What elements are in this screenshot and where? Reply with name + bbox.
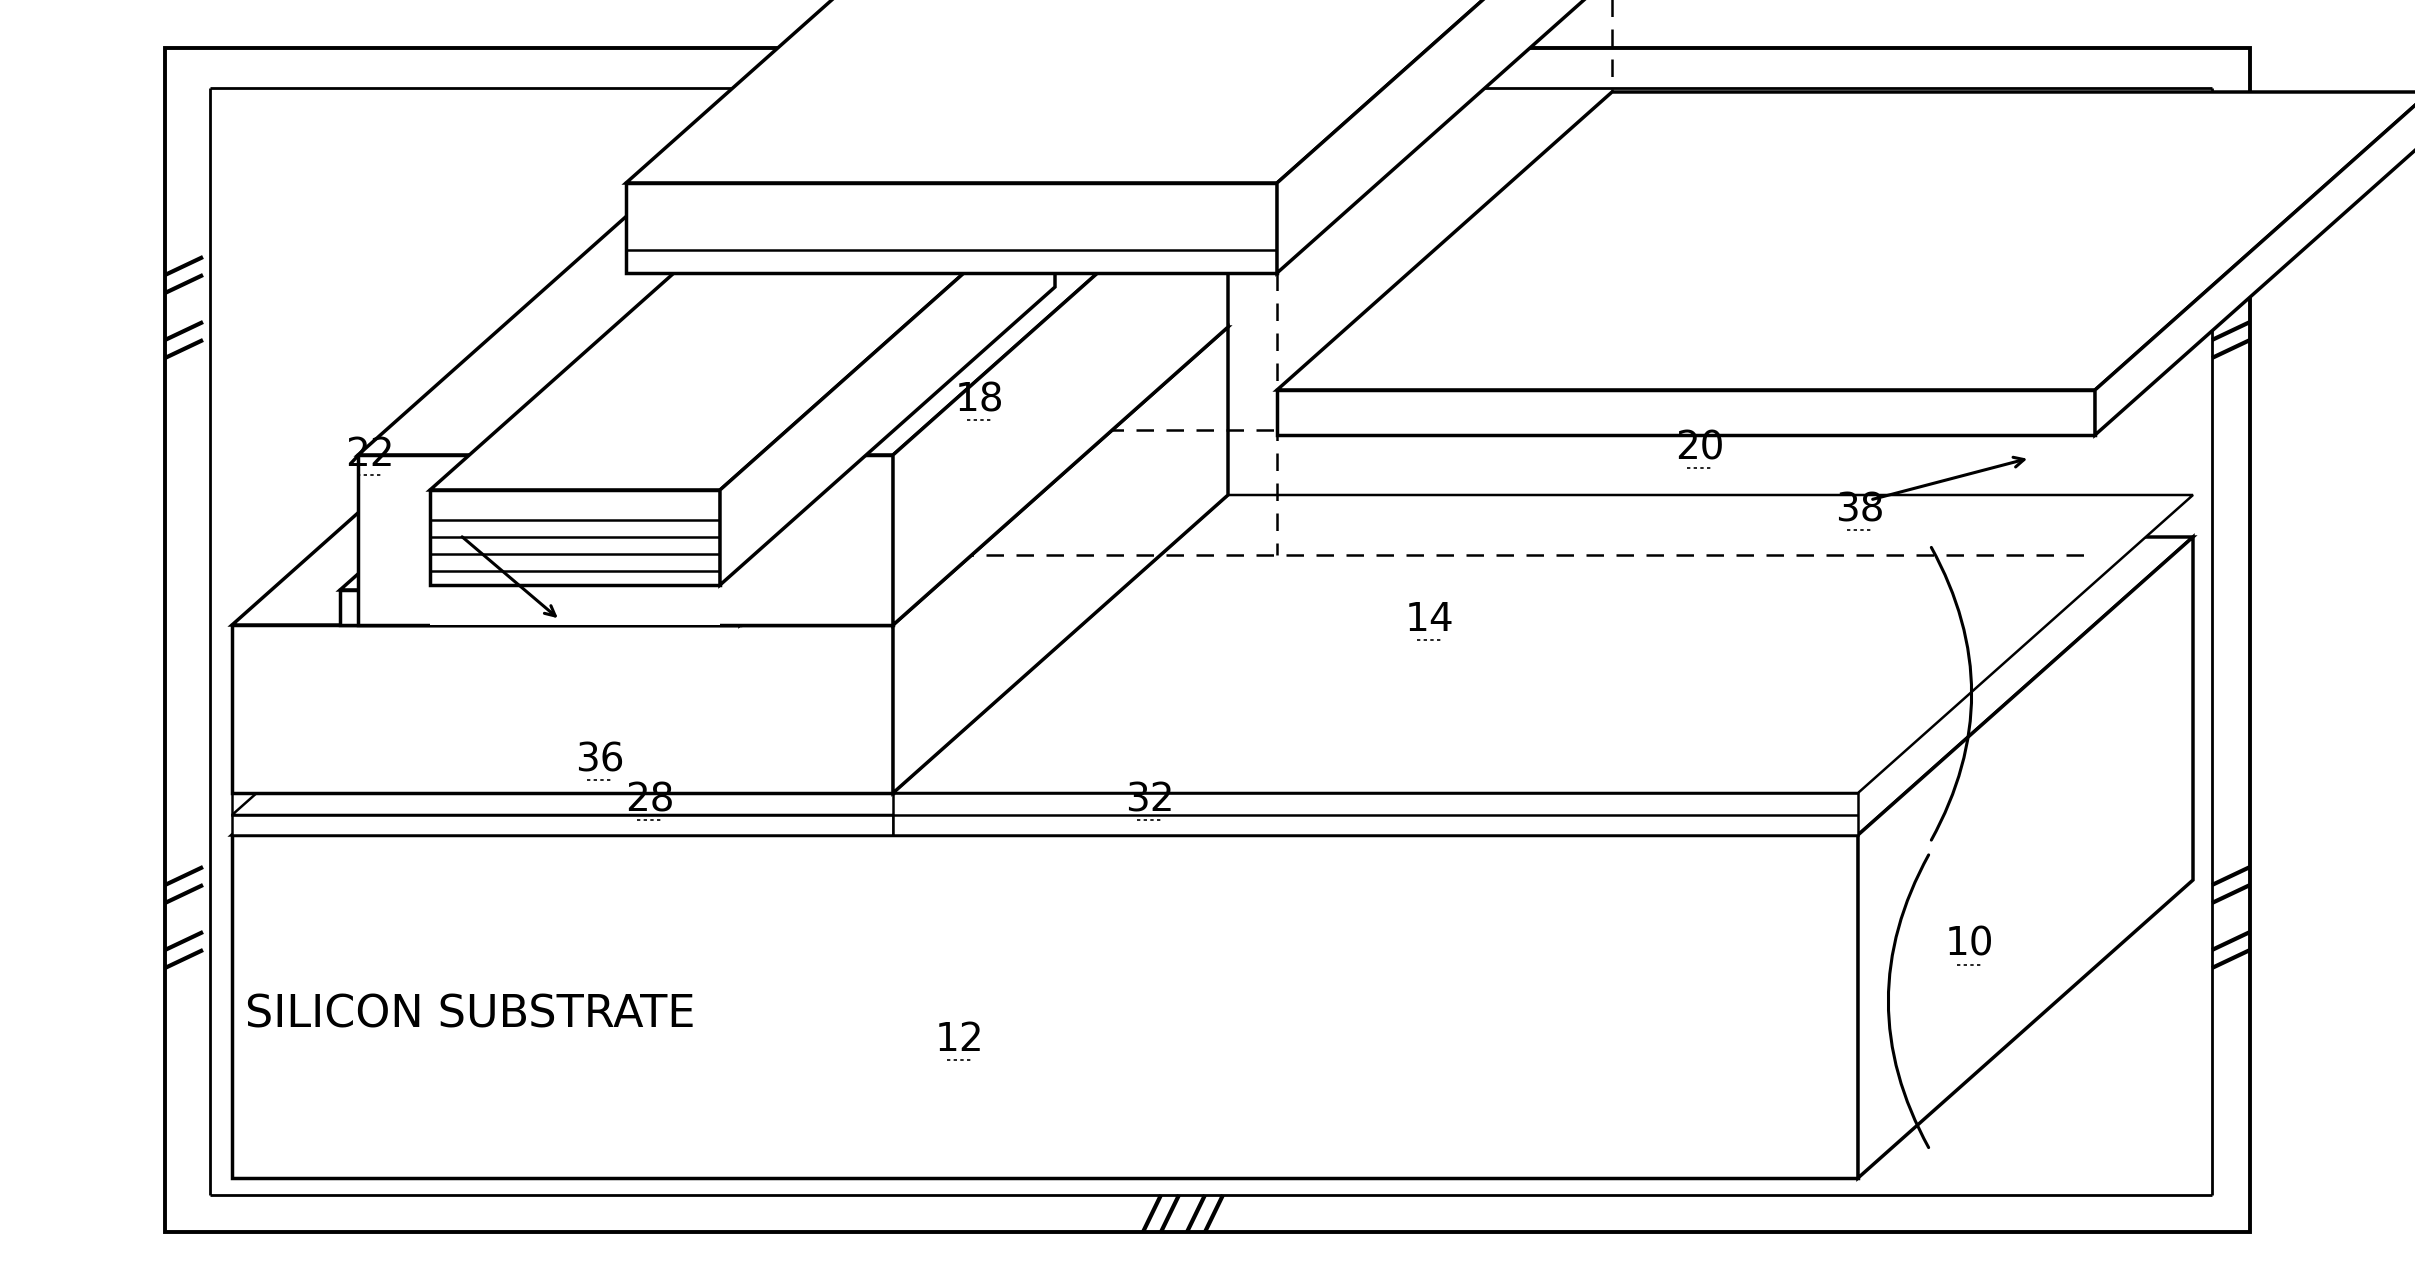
Text: 14: 14 <box>1406 601 1454 639</box>
Polygon shape <box>1278 390 2094 435</box>
Text: SILICON SUBSTRATE: SILICON SUBSTRATE <box>244 993 696 1036</box>
Text: 18: 18 <box>956 381 1005 419</box>
Polygon shape <box>430 489 720 585</box>
Polygon shape <box>430 489 720 625</box>
Polygon shape <box>341 590 739 625</box>
Polygon shape <box>2094 92 2415 435</box>
Polygon shape <box>894 495 2193 794</box>
Polygon shape <box>232 495 1227 794</box>
Polygon shape <box>232 537 2193 835</box>
Polygon shape <box>232 518 1227 815</box>
Polygon shape <box>1278 0 1611 273</box>
Polygon shape <box>357 157 1227 455</box>
Polygon shape <box>357 455 894 625</box>
Polygon shape <box>720 192 1055 585</box>
Polygon shape <box>894 157 1227 625</box>
Polygon shape <box>430 192 1055 489</box>
Text: 36: 36 <box>575 741 625 780</box>
Polygon shape <box>232 794 894 815</box>
Polygon shape <box>232 815 894 835</box>
Polygon shape <box>232 327 1227 625</box>
Text: 32: 32 <box>1125 781 1174 819</box>
Text: 22: 22 <box>345 436 394 474</box>
Polygon shape <box>625 0 1611 183</box>
Polygon shape <box>894 327 1227 794</box>
Text: 12: 12 <box>935 1021 985 1059</box>
Polygon shape <box>1278 92 2415 390</box>
Polygon shape <box>164 49 2251 1232</box>
Text: 20: 20 <box>1676 429 1724 466</box>
Text: 38: 38 <box>1835 491 1884 529</box>
Text: 10: 10 <box>1944 927 1995 964</box>
Polygon shape <box>232 625 894 794</box>
Polygon shape <box>625 183 1278 273</box>
Polygon shape <box>739 291 1075 625</box>
Polygon shape <box>894 794 1857 835</box>
Polygon shape <box>341 291 1075 590</box>
Polygon shape <box>1857 537 2193 1178</box>
Polygon shape <box>232 835 1857 1178</box>
Text: 28: 28 <box>625 781 674 819</box>
Polygon shape <box>232 495 1227 794</box>
